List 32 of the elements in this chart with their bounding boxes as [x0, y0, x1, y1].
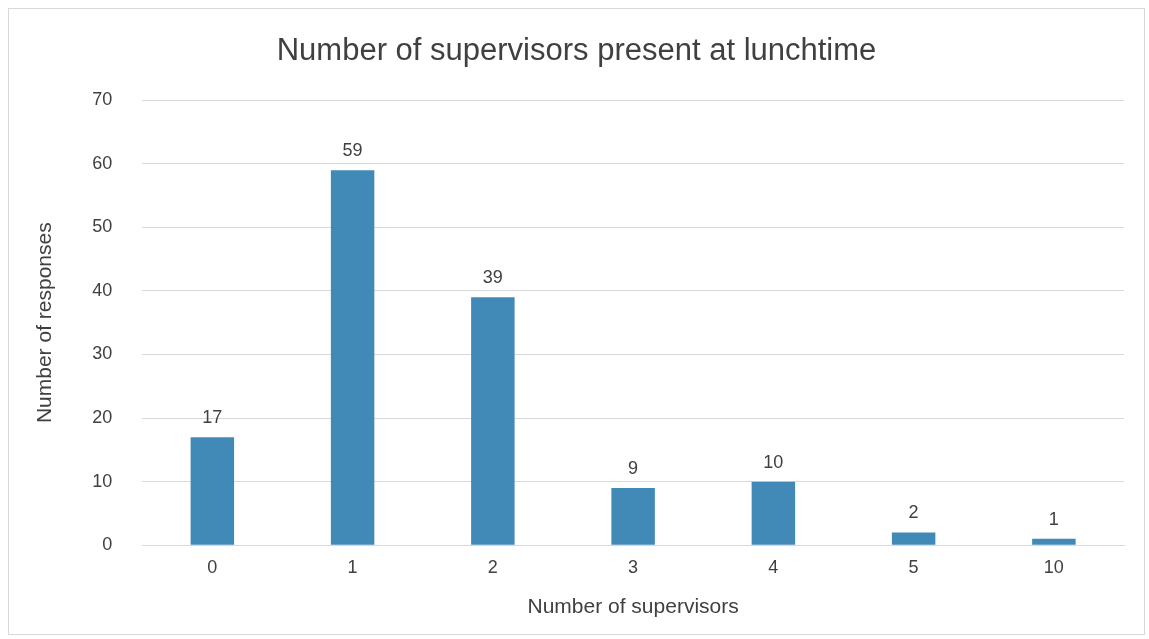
bar	[1032, 538, 1076, 545]
data-label: 39	[482, 267, 503, 288]
y-tick-label: 20	[92, 407, 113, 428]
bar	[891, 532, 936, 545]
x-tick-label: 0	[207, 556, 218, 577]
data-label: 10	[763, 451, 784, 472]
y-axis-title: Number of responses	[32, 222, 56, 424]
x-tick-label: 1	[347, 556, 358, 577]
x-axis-title: Number of supervisors	[527, 594, 739, 618]
y-tick-label: 70	[92, 89, 113, 110]
bar	[751, 481, 796, 545]
y-tick-label: 40	[92, 279, 113, 300]
data-label: 17	[202, 407, 223, 428]
data-label: 59	[342, 140, 363, 161]
x-tick-label: 5	[908, 556, 919, 577]
x-tick-label: 4	[768, 556, 779, 577]
y-tick-label: 50	[92, 216, 113, 237]
bar	[330, 170, 375, 545]
bar	[471, 297, 515, 545]
y-tick-label: 30	[92, 343, 113, 364]
bar	[611, 487, 655, 545]
y-tick-label: 0	[102, 534, 113, 555]
data-label: 1	[1048, 508, 1059, 529]
y-tick-label: 60	[92, 152, 113, 173]
bar	[190, 437, 235, 545]
data-label: 9	[628, 457, 639, 478]
y-tick-label: 10	[92, 470, 113, 491]
x-tick-label: 10	[1043, 556, 1064, 577]
data-label: 2	[908, 502, 919, 523]
x-tick-label: 2	[487, 556, 498, 577]
x-tick-label: 3	[628, 556, 639, 577]
chart-title: Number of supervisors present at lunchtime	[276, 32, 877, 68]
